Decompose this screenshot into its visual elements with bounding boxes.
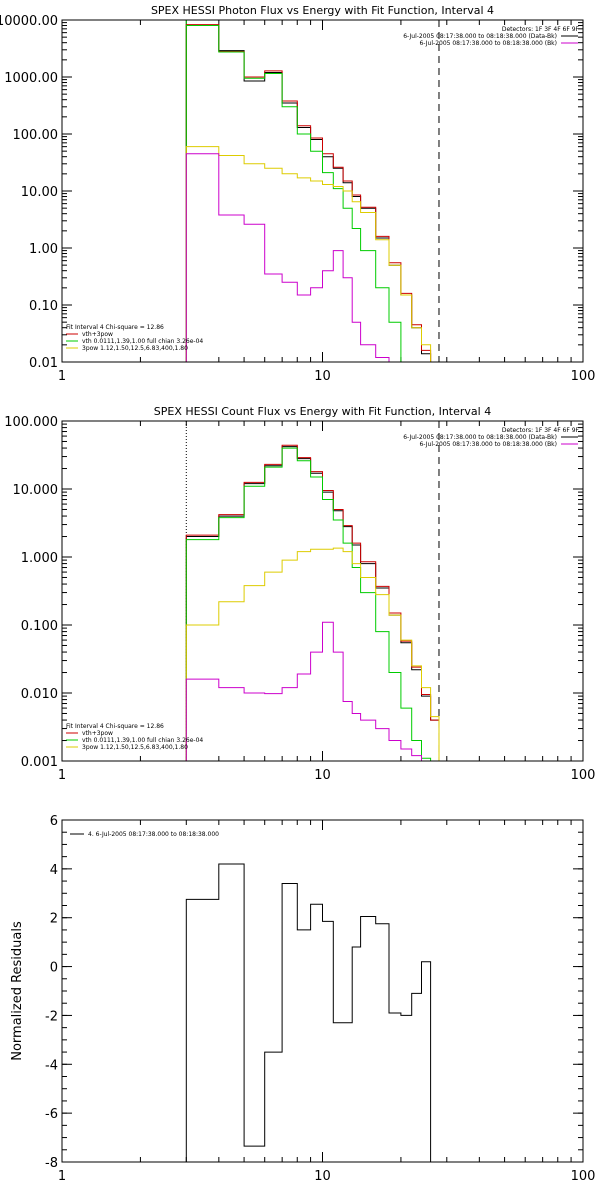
series-line	[185, 863, 439, 1162]
legend-entry: 6-Jul-2005 08:17:38.000 to 08:18:38.000 …	[403, 434, 557, 441]
y-tick-label: 0.001	[21, 755, 58, 770]
legend-entry: Detectors: 1F 3F 4F 6F 9F	[502, 427, 580, 434]
x-tick-label: 100	[571, 1169, 596, 1184]
legend-entry: vth+3pow	[82, 730, 113, 737]
x-tick-label: 10	[314, 369, 331, 384]
legend-entry: vth 0.0111,1.39,1.00 full chian 3.26e-04	[82, 338, 203, 345]
legend-entry: 6-Jul-2005 08:17:38.000 to 08:18:38.000 …	[419, 40, 557, 47]
x-minor-ticks	[139, 820, 572, 1162]
y-tick-label: 6	[50, 814, 58, 829]
y-tick-label: 4	[50, 863, 58, 878]
plot-area	[185, 24, 440, 362]
legend-entry: 3pow 1.12,1.50,12.5,6.83,400,1.80	[82, 744, 188, 751]
y-minor-ticks	[62, 22, 583, 346]
x-tick-label: 1	[58, 1169, 66, 1184]
chart-1: SPEX HESSI Photon Flux vs Energy with Fi…	[0, 4, 595, 384]
legend-entry: Fit Interval 4 Chi-square = 12.86	[66, 324, 164, 331]
chart-title: SPEX HESSI Photon Flux vs Energy with Fi…	[151, 4, 494, 17]
x-tick-label: 1	[58, 768, 66, 783]
y-tick-label: 10000.00	[0, 14, 58, 29]
plot-frame	[61, 420, 584, 762]
x-tick-label: 10	[314, 768, 331, 783]
y-tick-label: -2	[45, 1009, 58, 1024]
series-line	[185, 25, 440, 362]
series-line	[185, 146, 440, 362]
series-line	[185, 444, 440, 761]
legend-entry: 3pow 1.12,1.50,12.5,6.83,400,1.80	[82, 345, 188, 352]
y-tick-label: -4	[45, 1058, 58, 1073]
y-tick-label: 0	[50, 961, 58, 976]
y-tick-label: 10.000	[13, 483, 59, 498]
legend-entry: Detectors: 1F 3F 4F 6F 9F	[502, 26, 580, 33]
y-tick-label: 2	[50, 912, 58, 927]
y-tick-label: 0.100	[21, 619, 58, 634]
x-tick-label: 10	[314, 1169, 331, 1184]
y-tick-label: 0.10	[29, 299, 58, 314]
legend-entry: 6-Jul-2005 08:17:38.000 to 08:18:38.000 …	[419, 441, 557, 448]
chart-2: SPEX HESSI Count Flux vs Energy with Fit…	[4, 405, 595, 783]
x-minor-ticks	[139, 20, 572, 362]
y-tick-label: 1.00	[29, 242, 58, 257]
legend-entry: 4. 6-Jul-2005 08:17:38.000 to 08:18:38.0…	[88, 831, 219, 838]
x-minor-ticks	[139, 421, 572, 761]
series-line	[185, 446, 440, 761]
y-tick-label: 1000.00	[4, 71, 58, 86]
y-tick-label: 100.00	[13, 128, 59, 143]
legend-entry: vth+3pow	[82, 331, 113, 338]
series-line	[185, 547, 440, 761]
plot-frame	[61, 19, 584, 363]
y-tick-label: -6	[45, 1107, 58, 1122]
y-minor-ticks	[62, 819, 583, 1163]
legend-entry: vth 0.0111,1.39,1.00 full chian 3.26e-04	[82, 737, 203, 744]
series-line	[185, 153, 440, 362]
series-line	[185, 621, 439, 761]
y-axis-label: Normalized Residuals	[10, 921, 25, 1061]
y-tick-label: 10.00	[21, 185, 58, 200]
plot-area	[185, 863, 439, 1162]
legend-entry: Fit Interval 4 Chi-square = 12.86	[66, 723, 164, 730]
series-line	[185, 447, 439, 761]
x-tick-label: 100	[571, 369, 596, 384]
y-tick-label: 1.000	[21, 551, 58, 566]
plot-frame	[61, 819, 584, 1163]
y-tick-label: 0.010	[21, 687, 58, 702]
y-tick-label: 100.000	[4, 415, 58, 430]
legend-entry: 6-Jul-2005 08:17:38.000 to 08:18:38.000 …	[403, 33, 557, 40]
y-tick-label: -8	[45, 1156, 58, 1171]
plot-area	[185, 444, 440, 761]
x-tick-label: 1	[58, 369, 66, 384]
x-tick-label: 100	[571, 768, 596, 783]
y-tick-label: 0.01	[29, 356, 58, 371]
chart-title: SPEX HESSI Count Flux vs Energy with Fit…	[154, 405, 491, 418]
y-minor-ticks	[62, 423, 583, 742]
chart-3: 1 10 100 -8 -6 -4 -2 0 2 4 6 Normalized Residuals 4.…	[10, 814, 595, 1184]
